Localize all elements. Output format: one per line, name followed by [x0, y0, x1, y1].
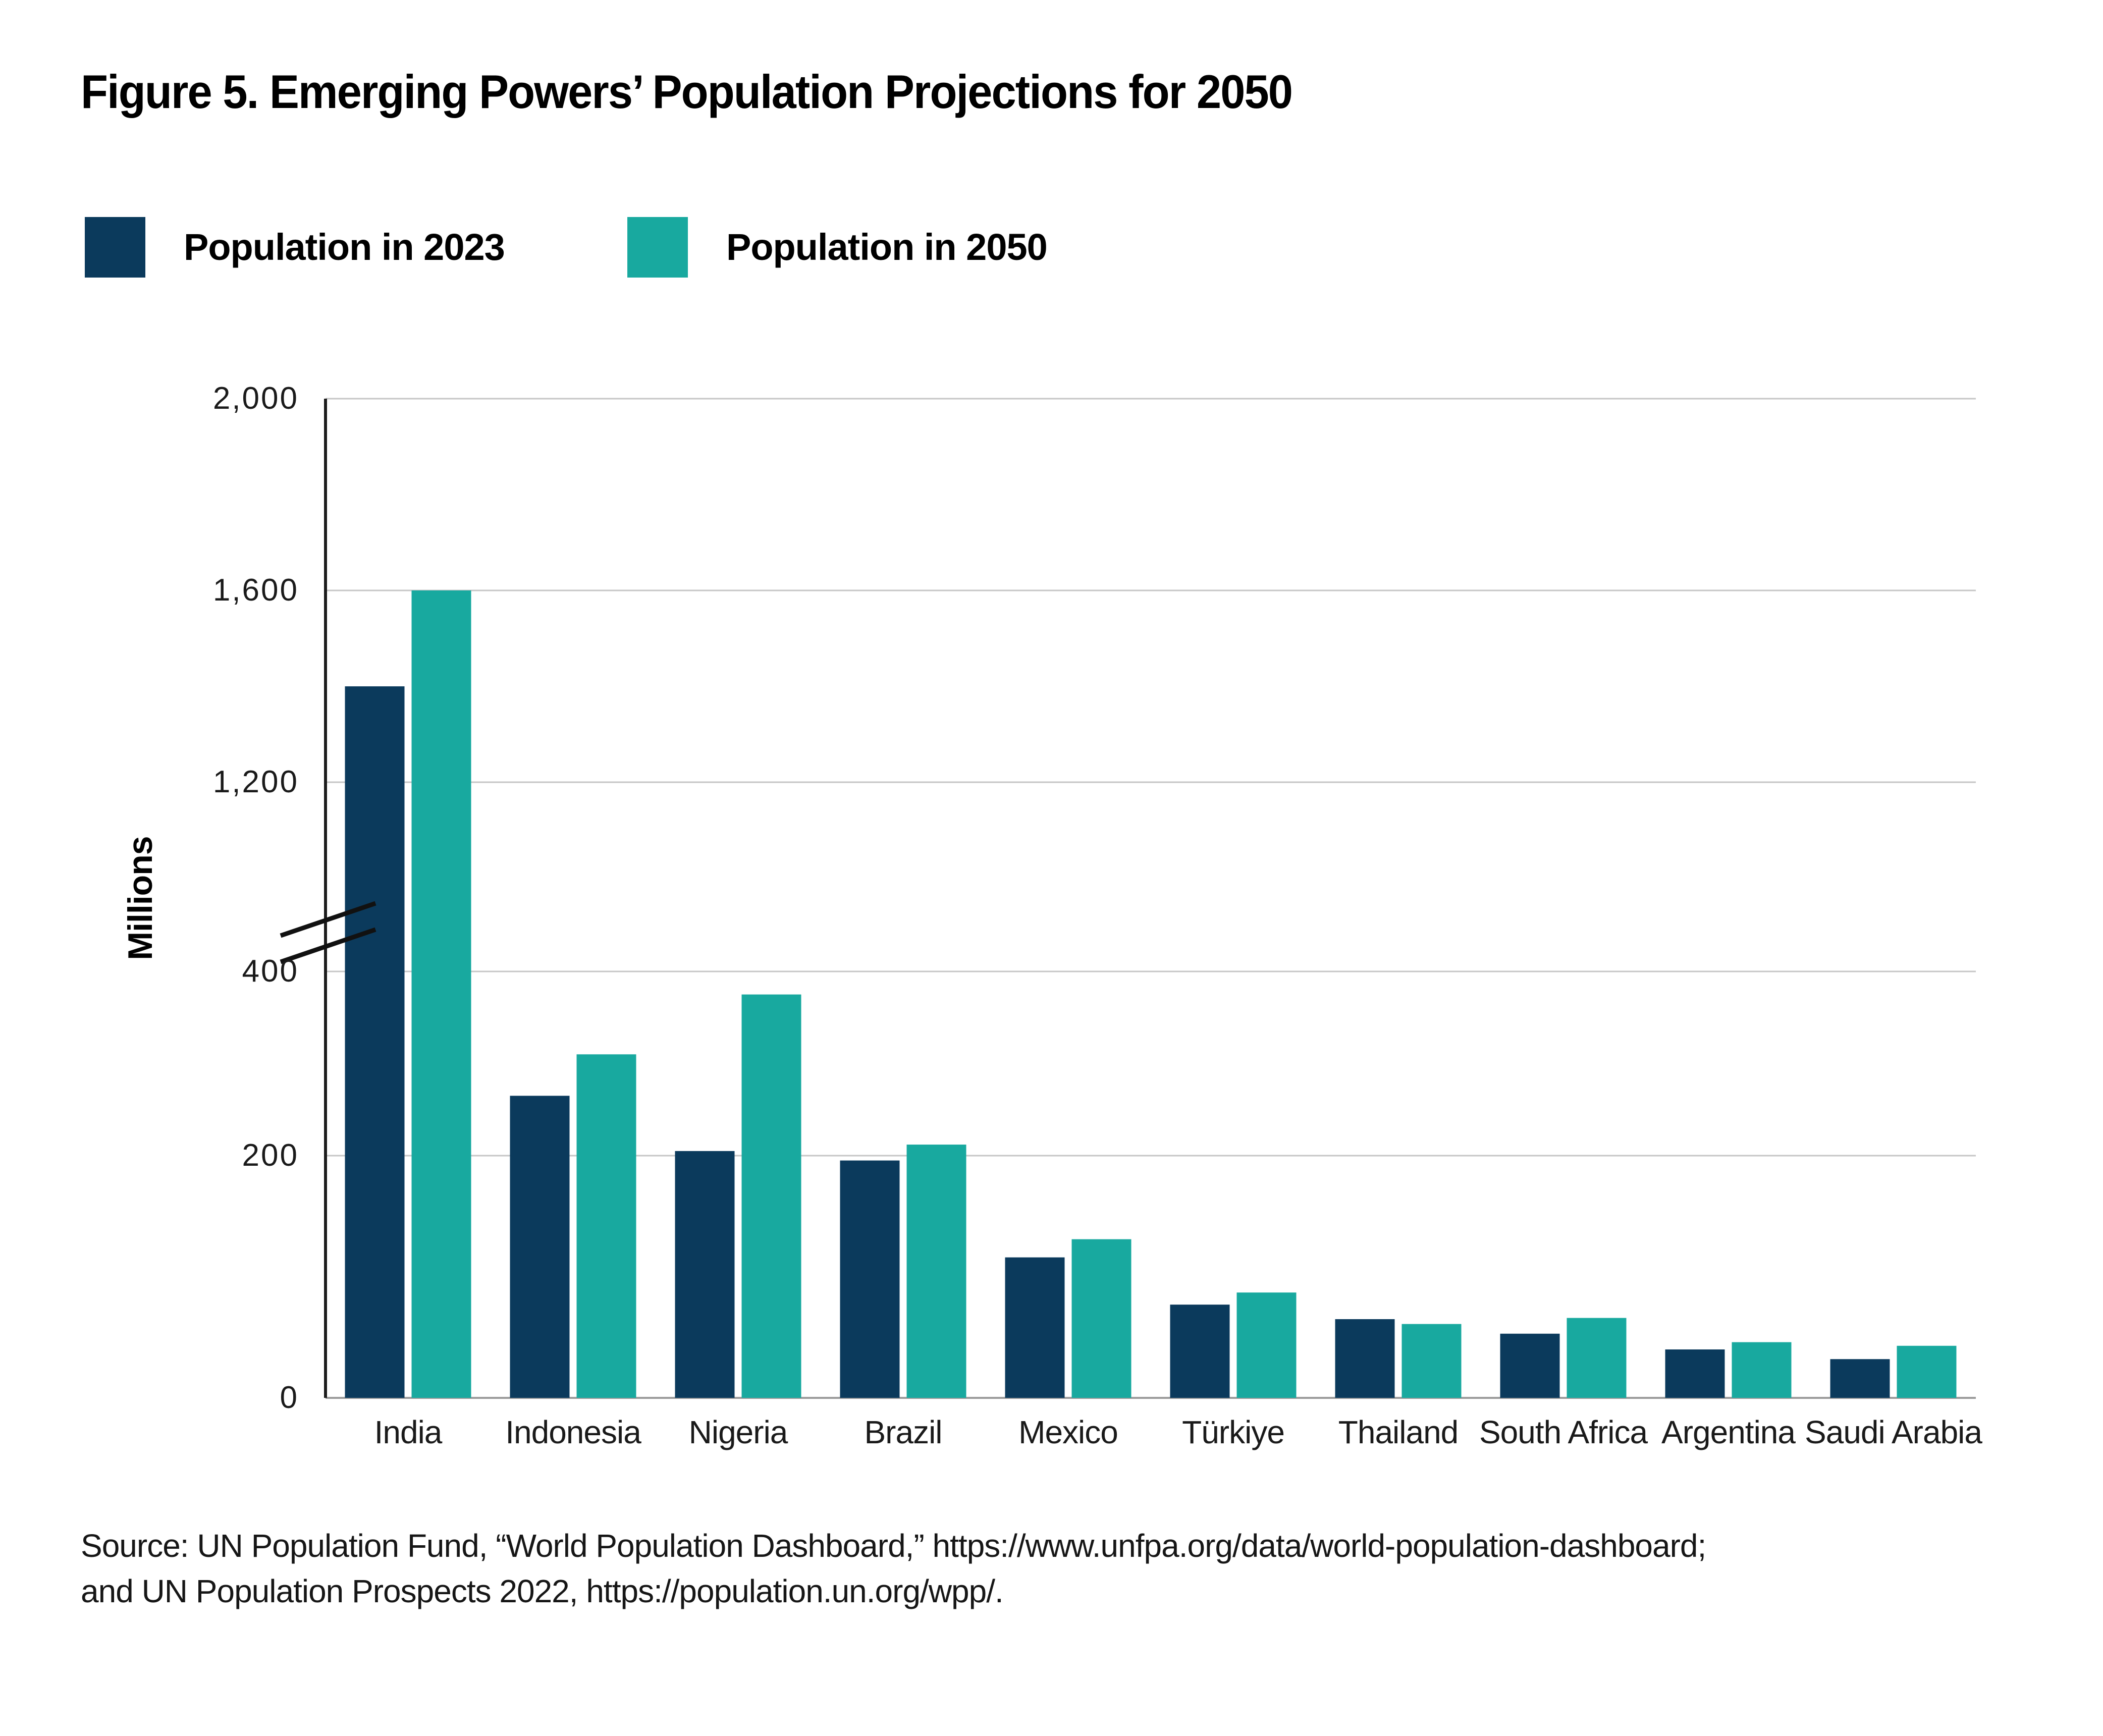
y-tick-400: 400: [242, 954, 299, 989]
bar-argentina-2050: [1732, 1342, 1792, 1398]
bar-mexico-2050: [1071, 1239, 1131, 1398]
x-label-brazil: Brazil: [864, 1414, 942, 1450]
x-label-argentina: Argentina: [1661, 1414, 1796, 1450]
x-label-thailand: Thailand: [1338, 1414, 1459, 1450]
bar-saudi-arabia-2050: [1897, 1345, 1957, 1398]
y-tick-0: 0: [280, 1380, 299, 1415]
bar-türkiye-2050: [1236, 1292, 1297, 1398]
legend-label-2023: Population in 2023: [184, 226, 505, 268]
x-label-india: India: [374, 1414, 443, 1450]
legend-label-2050: Population in 2050: [726, 226, 1048, 268]
bar-türkiye-2023: [1170, 1305, 1230, 1398]
bar-south-africa-2023: [1500, 1333, 1560, 1398]
x-label-türkiye: Türkiye: [1182, 1414, 1285, 1450]
bar-nigeria-2023: [675, 1151, 735, 1398]
y-tick-200: 200: [242, 1138, 299, 1173]
bar-indonesia-2050: [576, 1054, 636, 1398]
bar-argentina-2023: [1665, 1349, 1725, 1398]
bar-south-africa-2050: [1567, 1318, 1627, 1398]
bar-india-2050: [411, 590, 471, 1398]
x-label-nigeria: Nigeria: [688, 1414, 788, 1450]
bar-saudi-arabia-2023: [1830, 1359, 1890, 1398]
bar-thailand-2050: [1401, 1324, 1462, 1398]
x-label-mexico: Mexico: [1018, 1414, 1118, 1450]
legend-swatch-2023: [85, 217, 145, 278]
y-tick-1200: 1,200: [212, 765, 299, 799]
bar-india-2023: [345, 686, 405, 1398]
bar-thailand-2023: [1335, 1319, 1395, 1398]
bar-mexico-2023: [1005, 1257, 1065, 1398]
bar-brazil-2023: [840, 1160, 900, 1398]
legend-swatch-2050: [627, 217, 688, 278]
source-line-1: Source: UN Population Fund, “World Popul…: [81, 1528, 1706, 1564]
bar-brazil-2050: [906, 1145, 966, 1398]
figure-title: Figure 5. Emerging Powers’ Population Pr…: [81, 65, 1293, 118]
source-line-2: and UN Population Prospects 2022, https:…: [81, 1573, 1004, 1609]
x-label-indonesia: Indonesia: [505, 1414, 641, 1450]
y-tick-1600: 1,600: [212, 573, 299, 608]
bar-indonesia-2023: [510, 1096, 570, 1398]
source-note: Source: UN Population Fund, “World Popul…: [81, 1523, 1706, 1614]
y-tick-2000: 2,000: [212, 381, 299, 416]
x-label-saudi-arabia: Saudi Arabia: [1805, 1414, 1982, 1450]
bar-nigeria-2050: [741, 994, 801, 1398]
axis-break-mark-1: [280, 901, 376, 938]
axis-break-mark-2: [280, 927, 376, 964]
x-label-south-africa: South Africa: [1479, 1414, 1648, 1450]
